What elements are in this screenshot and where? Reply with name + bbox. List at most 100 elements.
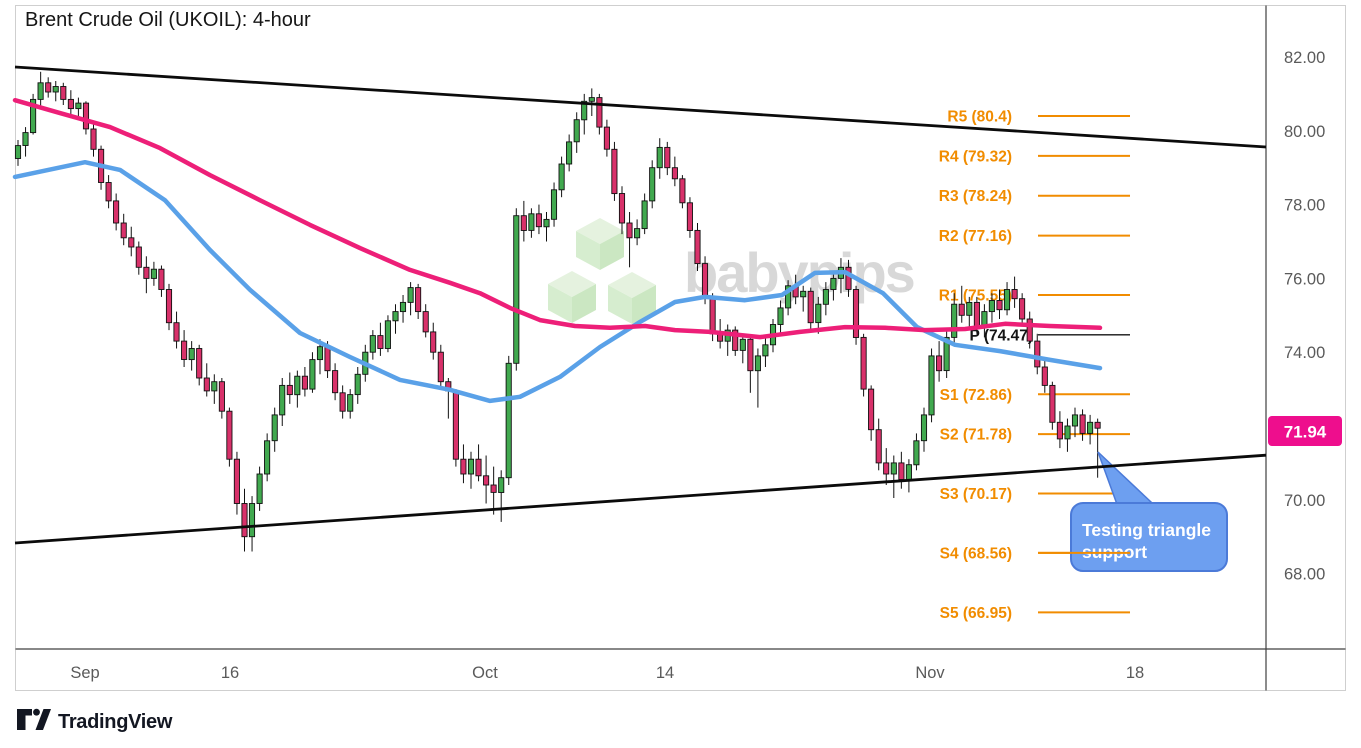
candle-up (22, 132, 29, 146)
price-axis[interactable] (1266, 6, 1345, 649)
candle-down (1041, 366, 1048, 386)
candle-up (467, 458, 475, 475)
candle-up (830, 277, 837, 290)
candle-down (128, 237, 135, 248)
candle-down (1011, 289, 1018, 300)
candle-down (165, 289, 173, 324)
candle-down (958, 303, 965, 316)
candle-down (475, 458, 482, 477)
candle-up (649, 167, 656, 202)
candle-down (1034, 340, 1041, 368)
price-tick-label: 74.00 (1284, 344, 1325, 362)
candle-up (188, 348, 195, 361)
price-tick-label: 76.00 (1284, 270, 1325, 288)
candle-up (392, 311, 399, 322)
candle-down (490, 484, 497, 493)
time-axis-labels: Sep 16 Oct 14 Nov 18 (70, 664, 1144, 682)
candle-up (294, 375, 301, 396)
candle-up (920, 414, 928, 442)
price-tick-label: 82.00 (1284, 49, 1325, 67)
candle-up (1071, 414, 1079, 427)
candle-down (181, 340, 188, 360)
babypips-watermark: babypips (548, 218, 916, 324)
candle-up (634, 228, 641, 239)
candle-down (611, 148, 618, 195)
candle-down (196, 348, 203, 379)
candle-down (679, 178, 686, 204)
candle-down (437, 351, 444, 383)
candle-down (618, 193, 626, 224)
page-title: Brent Crude Oil (UKOIL): 4-hour (25, 9, 311, 31)
price-axis-labels: 82.00 80.00 78.00 76.00 74.00 70.00 68.00 (1284, 49, 1325, 584)
trendline-ascending-support[interactable] (14, 453, 1267, 545)
last-price-value: 71.94 (1284, 423, 1327, 442)
time-tick-label: 18 (1126, 664, 1144, 682)
candle-down (324, 346, 331, 372)
candle-up (566, 141, 573, 165)
last-price-badge: 71.94 (1268, 416, 1342, 446)
candle-down (747, 338, 754, 372)
candle-down (883, 462, 890, 475)
candle-down (1049, 384, 1056, 423)
candle-up (785, 285, 792, 309)
pivot-label-R3: R3 (78.24) (939, 188, 1012, 205)
pivot-label-S4: S4 (68.56) (940, 545, 1012, 562)
candle-down (218, 381, 225, 412)
candle-up (656, 146, 663, 169)
candle-up (309, 359, 316, 390)
candle-down (701, 263, 709, 298)
time-tick-label: 14 (656, 664, 674, 682)
tradingview-attribution[interactable]: TradingView (17, 708, 173, 733)
candle-down (1079, 414, 1086, 434)
candle-up (256, 473, 263, 504)
pivot-label-S5: S5 (66.95) (940, 605, 1012, 622)
time-axis[interactable] (16, 649, 1346, 690)
candle-down (664, 146, 671, 169)
tradingview-wordmark: TradingView (58, 711, 173, 733)
candle-down (1026, 318, 1033, 342)
candle-down (852, 289, 860, 338)
candle-down (996, 300, 1003, 311)
candle-up (800, 290, 807, 298)
candle-up (264, 440, 271, 475)
candle-down (241, 503, 248, 538)
candle-down (1056, 421, 1063, 440)
candle-down (45, 82, 52, 93)
time-tick-label: Sep (70, 664, 99, 682)
candle-down (845, 266, 852, 290)
ma-blue-line (12, 159, 1103, 404)
candle-down (460, 458, 467, 475)
candle-down (596, 97, 603, 128)
candle-up (30, 98, 37, 134)
candle-down (807, 290, 814, 324)
callout-box[interactable] (1070, 502, 1228, 572)
candle-up (1064, 425, 1071, 440)
candle-up (988, 300, 995, 313)
candle-down (709, 296, 716, 335)
candle-up (279, 384, 286, 416)
candle-up (641, 200, 648, 230)
candle-down (90, 128, 97, 150)
candle-up (966, 301, 973, 316)
pivot-label-R5: R5 (80.4) (947, 109, 1012, 126)
candle-up (754, 355, 761, 372)
candle-down (332, 370, 339, 394)
candle-up (815, 303, 822, 324)
candle-down (60, 86, 67, 100)
candle-down (694, 229, 701, 265)
candle-down (377, 335, 384, 349)
last-price-badge-bg (1268, 416, 1342, 446)
candle-up (905, 464, 912, 480)
candle-up (150, 268, 157, 279)
trendline-descending-resistance[interactable] (14, 65, 1267, 149)
candle-up (581, 100, 588, 121)
candle-up (407, 287, 414, 303)
babypips-cubes-logo (548, 218, 656, 324)
candle-up (399, 301, 407, 313)
candle-down (936, 355, 943, 372)
candle-down (339, 392, 346, 412)
candle-up (528, 213, 535, 231)
candle-down (868, 388, 875, 431)
candle-up (505, 362, 512, 479)
